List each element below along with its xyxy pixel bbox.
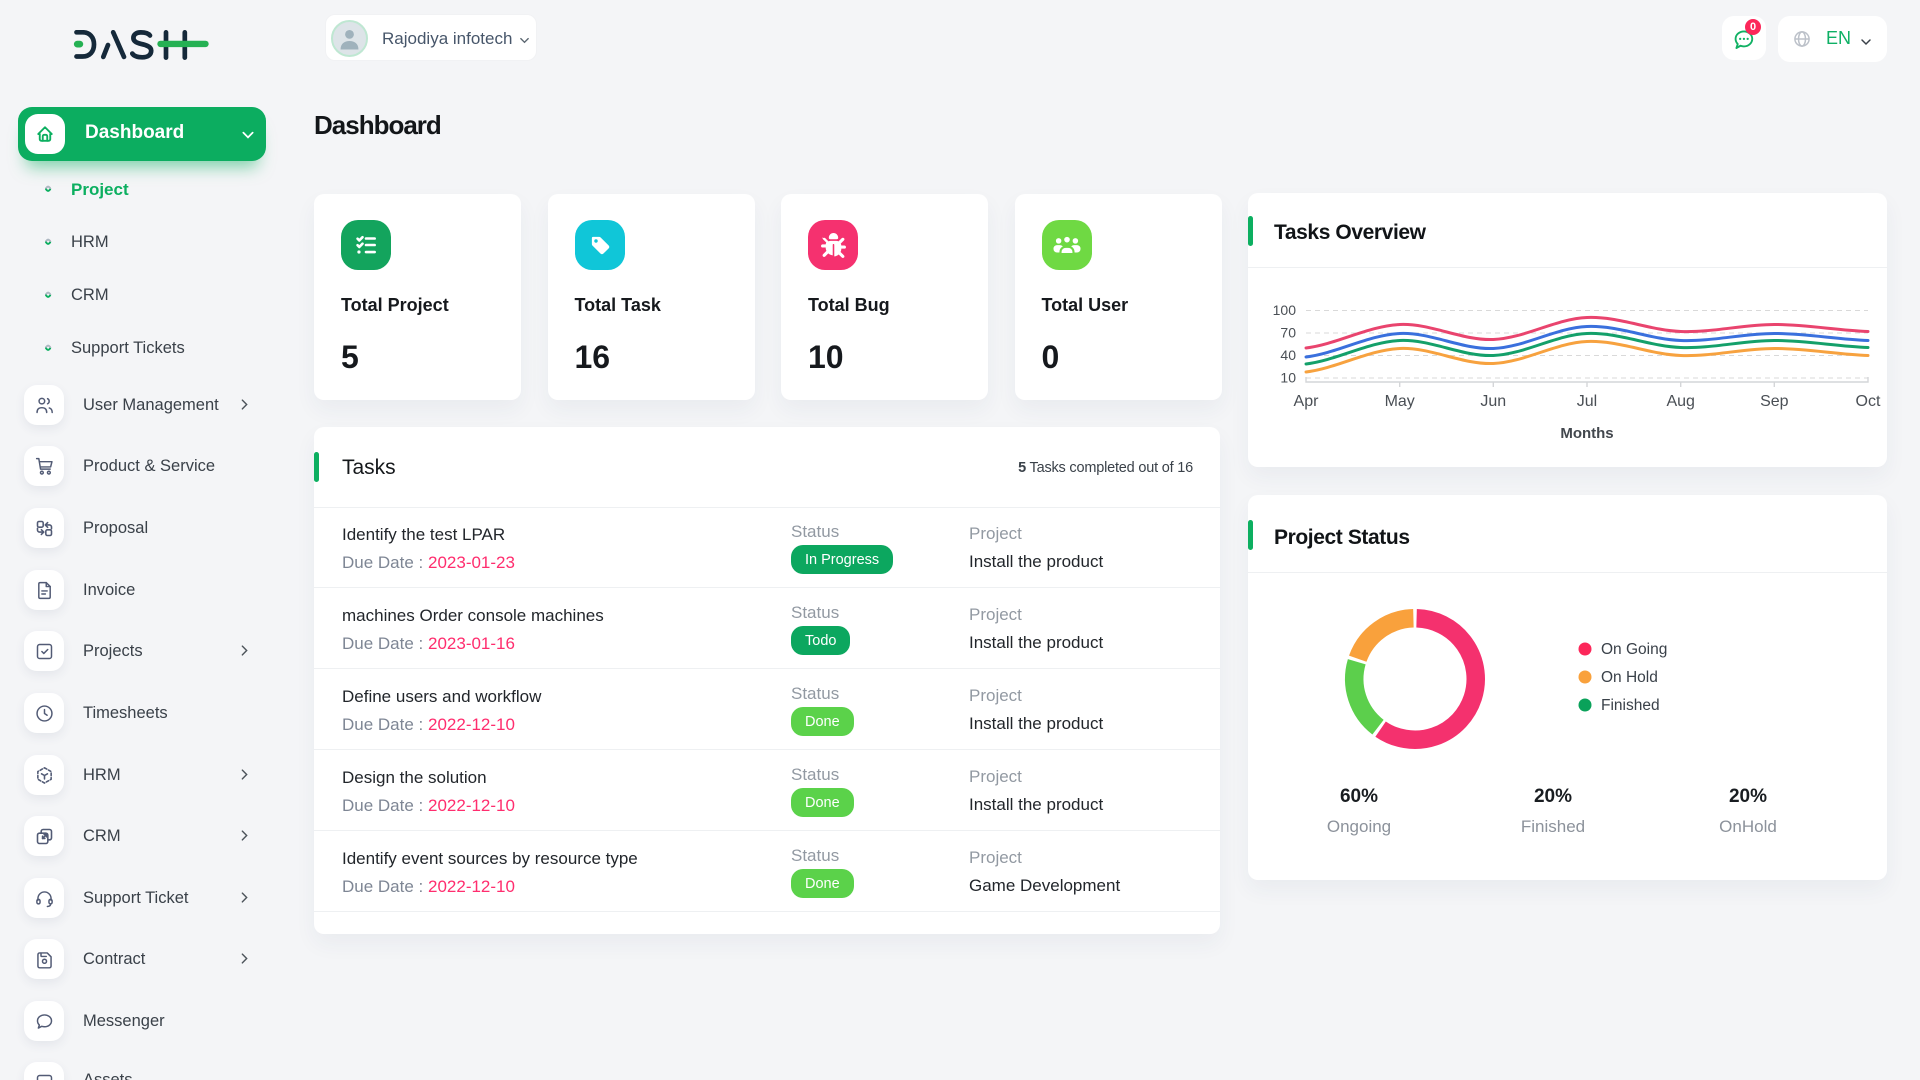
- svg-text:100: 100: [1273, 302, 1297, 318]
- svg-text:Jun: Jun: [1480, 393, 1506, 410]
- svg-text:Apr: Apr: [1294, 393, 1320, 410]
- svg-text:OnHold: OnHold: [1719, 817, 1777, 836]
- svg-text:Finished: Finished: [1521, 817, 1585, 836]
- svg-text:20%: 20%: [1729, 786, 1767, 807]
- svg-text:Finished: Finished: [1601, 697, 1660, 714]
- svg-text:20%: 20%: [1534, 786, 1572, 807]
- svg-text:10: 10: [1280, 370, 1296, 386]
- svg-text:On Going: On Going: [1601, 641, 1667, 658]
- svg-text:May: May: [1385, 393, 1415, 410]
- svg-text:Sep: Sep: [1760, 393, 1789, 410]
- svg-text:60%: 60%: [1340, 786, 1378, 807]
- svg-text:Ongoing: Ongoing: [1327, 817, 1391, 836]
- svg-text:On Hold: On Hold: [1601, 669, 1658, 686]
- svg-text:40: 40: [1280, 347, 1296, 363]
- svg-text:Months: Months: [1560, 425, 1613, 442]
- svg-text:Oct: Oct: [1856, 393, 1881, 410]
- svg-text:70: 70: [1280, 325, 1296, 341]
- svg-text:Jul: Jul: [1577, 393, 1597, 410]
- svg-text:Aug: Aug: [1666, 393, 1694, 410]
